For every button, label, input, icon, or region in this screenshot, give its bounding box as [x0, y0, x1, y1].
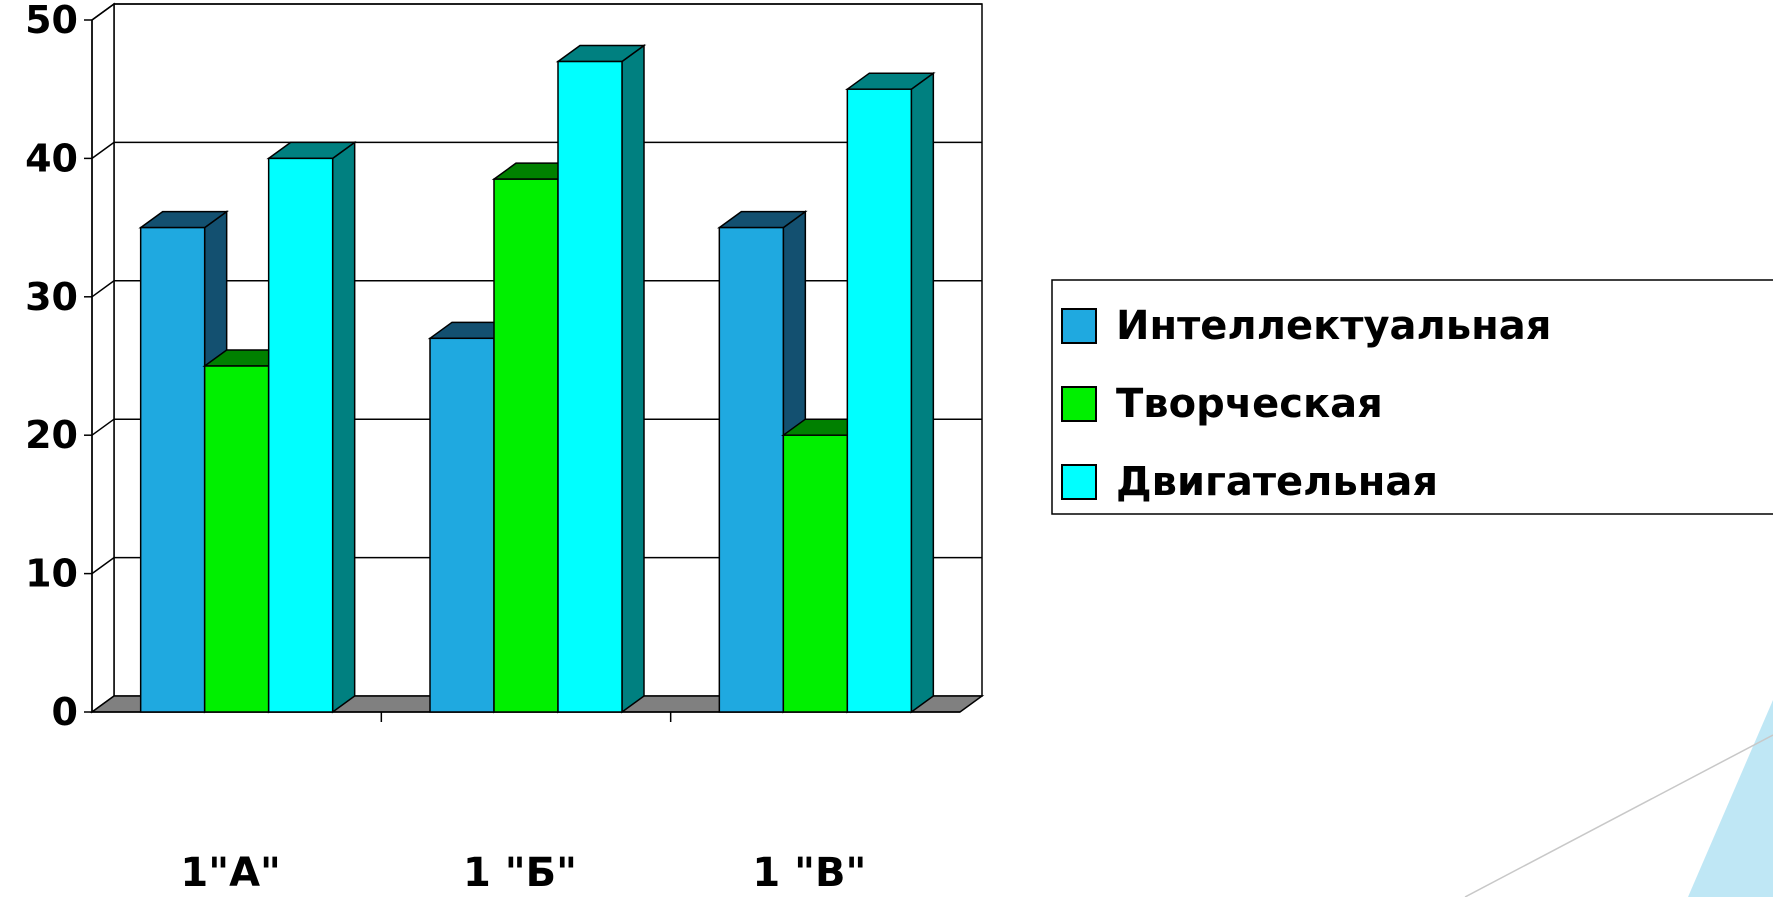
y-tick-label: 30 — [25, 275, 78, 319]
corner-decoration — [1464, 700, 1773, 898]
legend-label: Двигательная — [1116, 459, 1438, 505]
bar-front — [493, 178, 559, 713]
plot-side-wall — [91, 2, 115, 714]
legend-label: Интеллектуальная — [1116, 303, 1551, 349]
legend-item: Интеллектуальная — [1061, 303, 1551, 349]
legend-swatch — [1061, 308, 1097, 344]
bar-side — [331, 140, 356, 714]
legend-label: Творческая — [1116, 381, 1383, 427]
y-tick-label: 0 — [52, 690, 78, 734]
gridline — [91, 141, 982, 160]
bar-front — [718, 226, 785, 713]
bar-1-3 — [266, 140, 357, 714]
y-tick-label: 20 — [25, 413, 78, 457]
x-tick-label: 1 "Б" — [463, 850, 577, 896]
gridline — [91, 556, 982, 575]
bar-2-3 — [555, 44, 647, 714]
x-tick-label: 1"А" — [180, 850, 280, 896]
legend-item: Двигательная — [1061, 459, 1438, 505]
bar-front — [557, 60, 623, 713]
bar-front — [429, 337, 495, 713]
bar-front — [267, 157, 334, 713]
gridline — [91, 3, 982, 21]
bar-front — [139, 226, 206, 713]
legend-item: Творческая — [1061, 381, 1383, 427]
y-tick-label: 40 — [25, 136, 78, 180]
bar-front — [782, 434, 849, 713]
bar-front — [203, 365, 270, 713]
bar-side — [621, 44, 645, 714]
gridline — [91, 418, 982, 436]
bar-front — [846, 88, 913, 713]
bar-3-3 — [845, 71, 936, 714]
legend-swatch — [1061, 464, 1097, 500]
legend-box — [1051, 279, 1773, 515]
legend-swatch — [1061, 386, 1097, 422]
y-tick-label: 10 — [25, 552, 78, 596]
bar-side — [910, 71, 935, 714]
gridline — [91, 280, 982, 298]
x-tick-label: 1 "В" — [752, 850, 866, 896]
y-tick-label: 50 — [25, 0, 78, 42]
